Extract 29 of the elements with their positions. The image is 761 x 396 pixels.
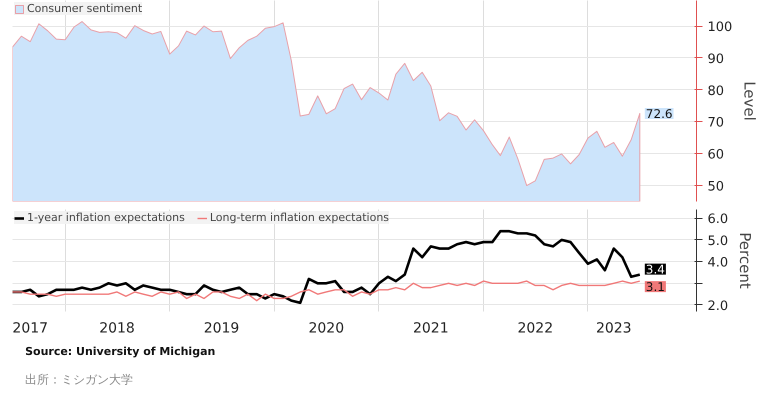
y-tick-label: 70 bbox=[708, 116, 724, 131]
y-tick-label: 60 bbox=[708, 148, 724, 163]
line-series bbox=[12, 230, 642, 304]
annotation: 72.6 bbox=[646, 106, 673, 121]
x-tick-label: 2020 bbox=[308, 320, 344, 336]
x-tick-label: 2019 bbox=[204, 320, 240, 336]
y-tick-label: 80 bbox=[708, 84, 724, 99]
x-tick-label: 2021 bbox=[412, 320, 449, 336]
x-tick-label: 2017 bbox=[12, 320, 48, 336]
legend-label: Long-term inflation expectations bbox=[210, 211, 390, 224]
y-tick-label: 2.0 bbox=[708, 298, 728, 314]
y-axis-title: Level bbox=[740, 81, 758, 121]
line-series bbox=[12, 280, 641, 302]
y-tick-label: 50 bbox=[708, 180, 724, 195]
legend-label: 1-year inflation expectations bbox=[27, 211, 185, 224]
x-tick-label: 2018 bbox=[99, 320, 135, 336]
annotation: 3.4 bbox=[646, 262, 665, 277]
x-tick-label: 2022 bbox=[517, 320, 554, 336]
y-tick-label: 5.0 bbox=[708, 234, 728, 249]
y-tick-label: 4.0 bbox=[708, 256, 728, 271]
y-axis-title: Percent bbox=[736, 232, 754, 289]
source-note: Source: University of Michigan bbox=[25, 345, 216, 358]
x-tick-label: 2023 bbox=[596, 320, 632, 336]
y-tick-label: 6.0 bbox=[708, 212, 728, 228]
y-tick-label: 90 bbox=[708, 52, 724, 67]
y-tick-label: 100 bbox=[708, 20, 732, 36]
legend-label: Consumer sentiment bbox=[27, 2, 142, 15]
text: 出所：ミシガン大学 bbox=[25, 372, 134, 386]
annotation: 3.1 bbox=[646, 280, 665, 294]
